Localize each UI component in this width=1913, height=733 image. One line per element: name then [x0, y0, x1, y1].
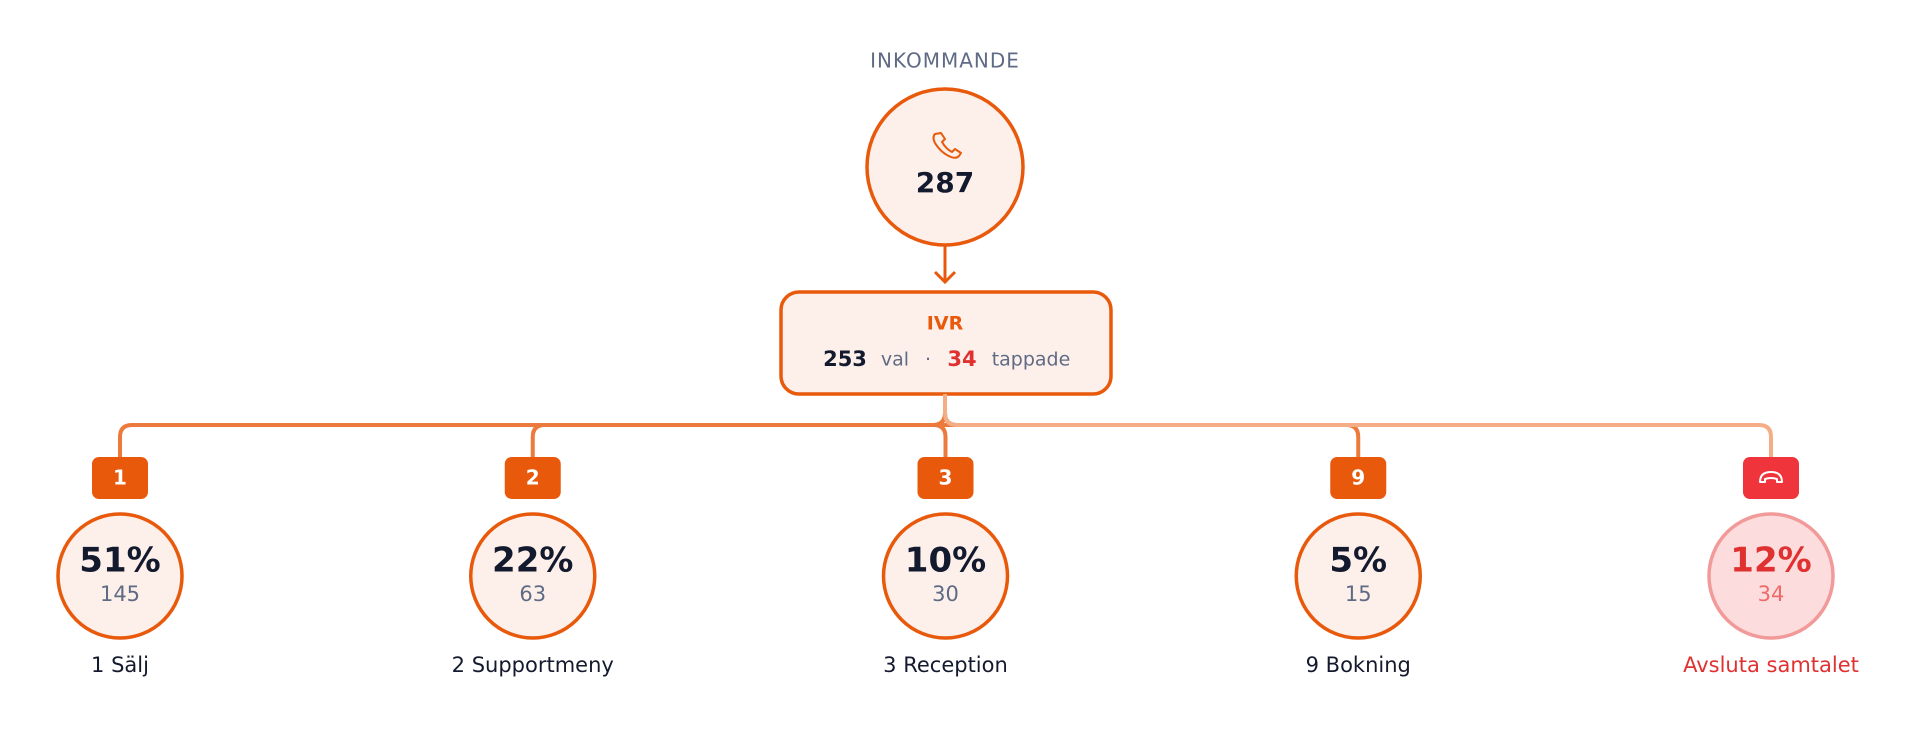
ivr-box: [779, 290, 1113, 396]
arrow-head: [933, 270, 957, 285]
option-key: 3: [939, 466, 953, 490]
option-badge: [504, 457, 561, 499]
option-label: 2 Supportmeny: [452, 653, 614, 677]
option-label: Avsluta samtalet: [1683, 653, 1859, 677]
option-key: 1: [113, 466, 127, 490]
ivr-choices-label: val: [881, 349, 909, 371]
option-percent: 12%: [1730, 541, 1811, 581]
ivr-title: IVR: [927, 313, 964, 335]
option-label: 9 Bokning: [1306, 653, 1411, 677]
option-badge: [92, 457, 148, 499]
ivr-dropped: 34: [947, 347, 976, 371]
option-node: [469, 512, 597, 640]
option-label: 1 Sälj: [91, 653, 149, 677]
connectors: [118, 394, 1773, 457]
ivr-dropped-label: tappade: [992, 349, 1071, 371]
option-label: 3 Reception: [883, 653, 1008, 677]
header-title: INKOMMANDE: [870, 49, 1020, 73]
option-percent: 51%: [79, 541, 160, 581]
option-node: [1707, 512, 1835, 640]
incoming-node: [865, 87, 1025, 247]
option-count: 63: [519, 582, 546, 606]
option-node: [881, 512, 1010, 640]
option-count: 145: [100, 582, 140, 606]
option-count: 15: [1345, 582, 1372, 606]
option-count: 30: [932, 582, 959, 606]
ivr-separator: ·: [925, 349, 931, 371]
option-badge: [1330, 457, 1387, 499]
option-percent: 10%: [905, 541, 986, 581]
connector: [943, 394, 1773, 457]
phone-icon: [932, 132, 962, 159]
option-percent: 22%: [492, 541, 573, 581]
ivr-choices: 253: [823, 347, 867, 371]
incoming-count: 287: [916, 166, 974, 199]
option-badge: [917, 457, 974, 499]
branches: 1 51%145 1 Sälj 2 22%63 2 Supportmeny 3 10%30 3 …: [56, 394, 1859, 677]
option-node: [56, 512, 184, 640]
option-node: [1294, 512, 1422, 640]
option-count: 34: [1758, 582, 1785, 606]
option-key: 9: [1351, 466, 1365, 490]
connector: [530, 394, 947, 457]
hangup-icon: [1759, 471, 1783, 483]
option-key: 2: [526, 466, 540, 490]
option-percent: 5%: [1329, 541, 1387, 581]
